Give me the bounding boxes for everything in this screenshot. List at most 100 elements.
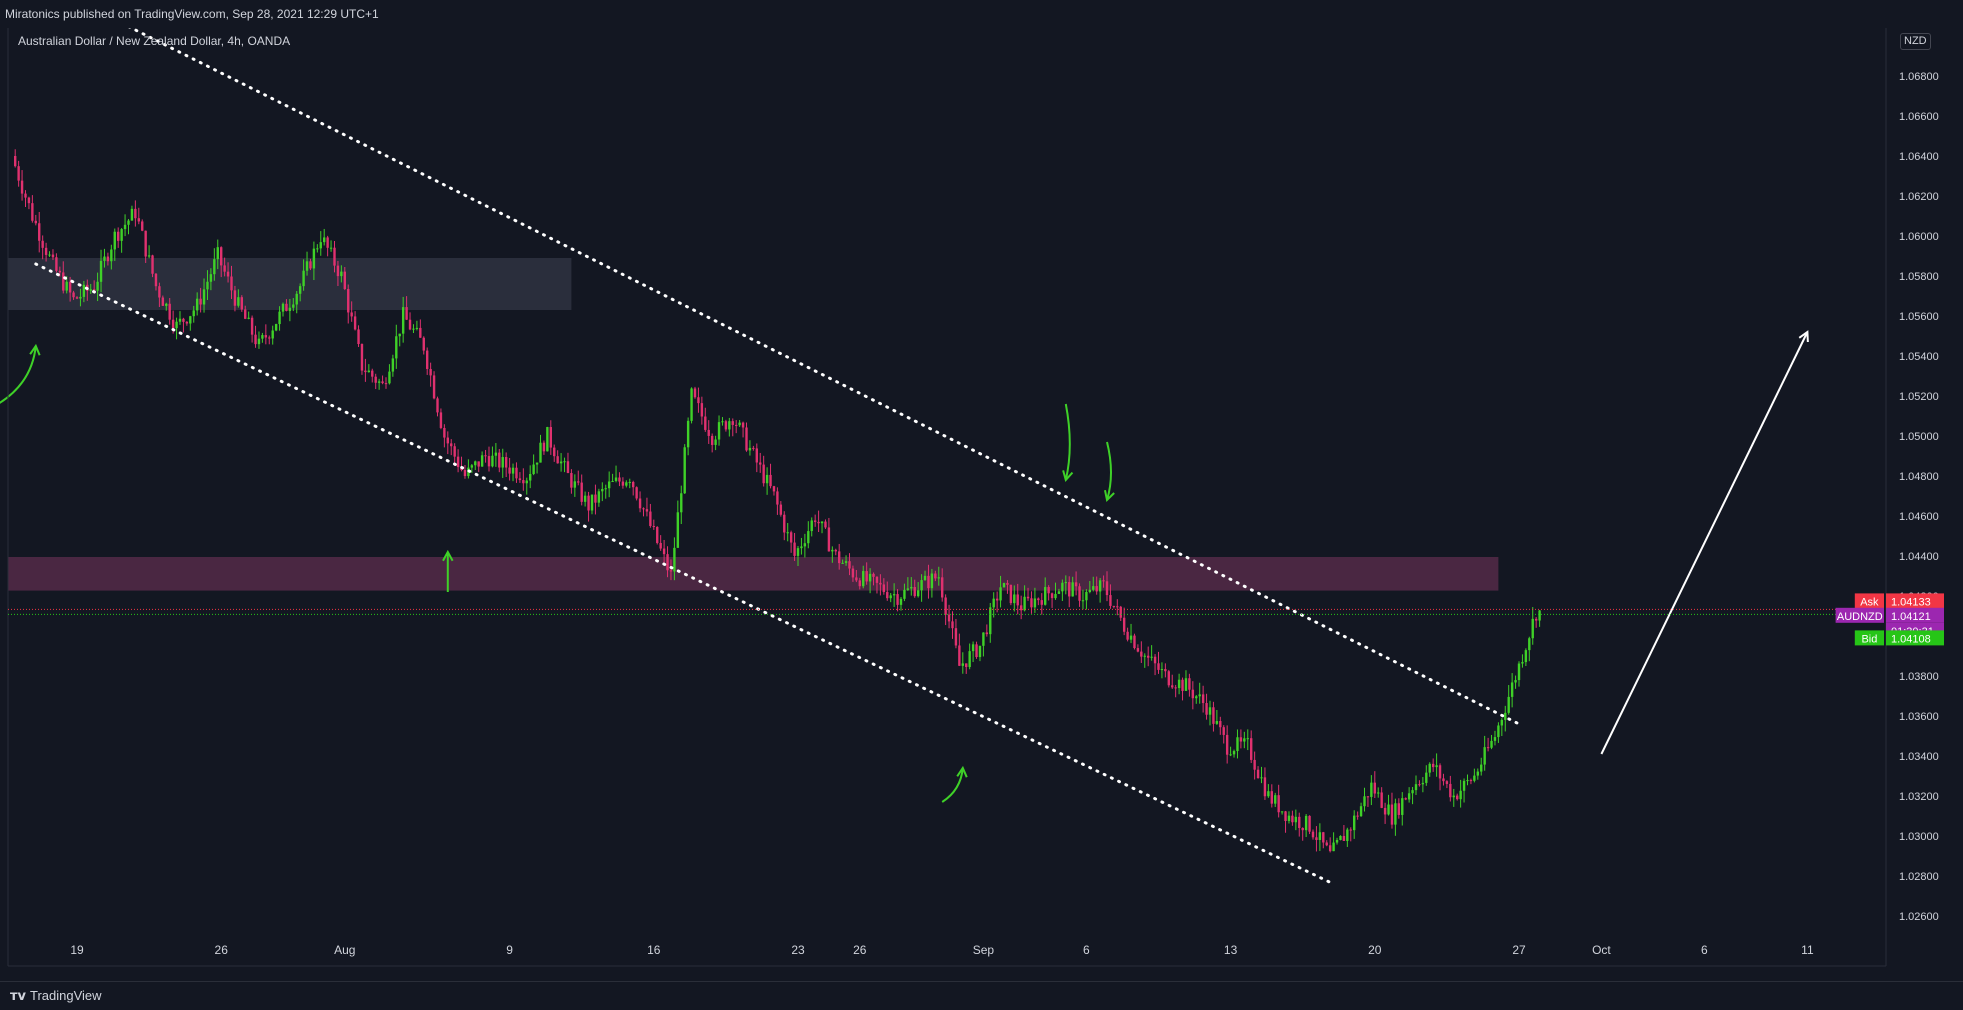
- candle-body: [436, 398, 439, 413]
- candle-body: [1298, 816, 1301, 828]
- candle-body: [1510, 682, 1514, 697]
- candle-body: [309, 261, 312, 269]
- candle-body: [676, 512, 680, 548]
- candle-body: [865, 571, 868, 582]
- candle-body: [432, 375, 436, 399]
- candle-body: [1514, 680, 1517, 683]
- currency-badge[interactable]: NZD: [1900, 33, 1931, 50]
- candle-body: [741, 422, 745, 428]
- candle-body: [312, 248, 316, 269]
- footer: ᴛv TradingView: [0, 981, 1963, 1010]
- x-tick-label: 20: [1368, 943, 1382, 957]
- candle-body: [1171, 685, 1174, 688]
- candle-body: [714, 439, 717, 445]
- candle-body: [1500, 719, 1504, 726]
- zone-rect: [8, 557, 1499, 591]
- y-tick-label: 1.06200: [1899, 191, 1939, 203]
- arrow-head: [1062, 470, 1074, 483]
- candle-body: [377, 381, 381, 383]
- candle-body: [717, 422, 721, 440]
- trendline: [128, 28, 1521, 726]
- candle-body: [491, 455, 494, 467]
- candle-body: [855, 577, 858, 581]
- candle-body: [422, 337, 425, 351]
- candle-body: [566, 461, 570, 474]
- candle-body: [1047, 587, 1050, 594]
- candle-body: [1057, 591, 1061, 594]
- candle-body: [1229, 754, 1232, 756]
- candle-body: [1301, 827, 1304, 831]
- candle-body: [1157, 663, 1160, 670]
- candle-body: [930, 573, 934, 589]
- candle-body: [347, 289, 350, 313]
- candle-body: [1026, 596, 1030, 599]
- candle-body: [1349, 829, 1352, 831]
- annotation-arrows: [0, 330, 1809, 803]
- candle-body: [642, 508, 645, 510]
- candle-body: [470, 465, 474, 468]
- candle-body: [178, 318, 182, 322]
- candle-body: [587, 495, 590, 511]
- candle-body: [765, 474, 769, 484]
- candle-body: [1098, 580, 1102, 592]
- candle-body: [1095, 586, 1098, 592]
- candle-body: [573, 481, 577, 488]
- chart-title: Australian Dollar / New Zealand Dollar, …: [18, 34, 291, 48]
- candle-body: [27, 197, 31, 204]
- arrow-shaft: [0, 345, 37, 404]
- candle-body: [553, 447, 556, 457]
- candle-body: [762, 464, 765, 484]
- ask-tag-value: 1.04133: [1891, 596, 1931, 608]
- candle-body: [1274, 795, 1277, 804]
- candle-body: [209, 274, 213, 282]
- price-chart[interactable]: 1.06800 1.06600 1.06400 1.06200 1.06000 1.058…: [0, 28, 1963, 981]
- candle-body: [858, 580, 861, 587]
- candle-body: [1181, 679, 1184, 691]
- y-tick-label: 1.03200: [1899, 791, 1939, 803]
- candle-body: [1524, 650, 1528, 663]
- candle-body: [772, 486, 776, 492]
- y-tick-label: 1.06600: [1899, 111, 1939, 123]
- candle-body: [1380, 792, 1383, 808]
- candle-body: [237, 297, 240, 306]
- candle-body: [1466, 780, 1469, 782]
- y-tick-label: 1.04800: [1899, 471, 1939, 483]
- candle-body: [1037, 598, 1040, 601]
- candle-body: [789, 532, 793, 543]
- candle-body: [1390, 804, 1394, 825]
- candle-body: [185, 321, 189, 324]
- candle-body: [1074, 582, 1078, 587]
- candle-body: [800, 546, 803, 549]
- candle-body: [834, 549, 837, 552]
- candle-body: [1119, 606, 1122, 618]
- candle-body: [1112, 605, 1116, 607]
- candle-body: [1153, 656, 1157, 664]
- candle-body: [161, 297, 165, 306]
- candle-body: [910, 587, 913, 589]
- candle-body: [1243, 738, 1246, 742]
- candle-body: [886, 592, 889, 599]
- candle-body: [697, 397, 700, 404]
- candle-body: [1456, 795, 1459, 800]
- candle-body: [978, 645, 982, 658]
- candle-body: [384, 383, 388, 385]
- candle-body: [597, 491, 601, 503]
- candle-body: [281, 303, 285, 312]
- candle-body: [1002, 583, 1006, 588]
- candle-body: [1270, 791, 1273, 804]
- brand-label: TradingView: [30, 988, 102, 1003]
- candle-body: [446, 437, 449, 444]
- candle-body: [539, 442, 542, 463]
- candle-body: [408, 319, 412, 330]
- candle-body: [1109, 595, 1112, 606]
- candle-body: [1016, 594, 1019, 606]
- candle-body: [1332, 842, 1335, 852]
- candle-body: [1438, 765, 1442, 779]
- candle-body: [96, 281, 99, 291]
- last-tag-label-bg: [1835, 607, 1884, 623]
- candle-body: [813, 520, 817, 522]
- candle-body: [55, 257, 58, 271]
- candle-body: [1493, 737, 1497, 741]
- candle-body: [844, 561, 848, 563]
- candle-body: [1414, 784, 1418, 791]
